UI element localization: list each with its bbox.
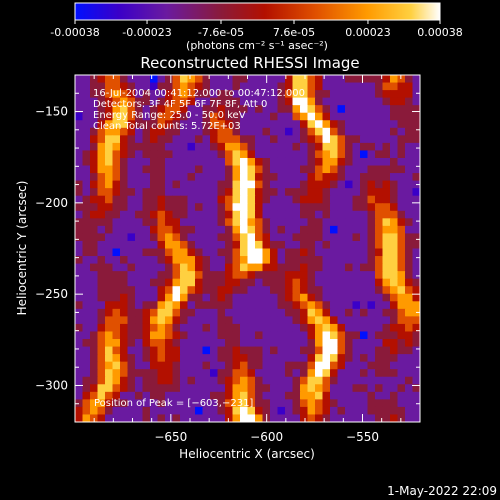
annotation-detectors: Detectors: 3F 4F 5F 6F 7F 8F, Att 0 [93, 99, 267, 110]
x-tick-label: −650 [154, 430, 187, 444]
annotation-energy-range: Energy Range: 25.0 - 50.0 keV [93, 110, 246, 121]
heatmap-image [75, 75, 420, 422]
peak-position-label: Position of Peak = [−603,−231] [94, 398, 253, 409]
colorbar-tick-label: 0.00023 [345, 26, 391, 39]
colorbar-ticks: -0.00038 -0.00023 -7.6e-05 7.6e-05 0.00023 0.… [50, 20, 463, 39]
annotation-block: 16-Jul-2004 00:41:12.000 to 00:47:12.000… [93, 88, 305, 132]
y-tick-label: −200 [35, 196, 68, 210]
y-tick-label: −300 [35, 378, 68, 392]
colorbar-tick-label: -7.6e-05 [198, 26, 244, 39]
colorbar: -0.00038 -0.00023 -7.6e-05 7.6e-05 0.00023 0.… [50, 2, 463, 52]
annotation-clean-counts: Clean Total counts: 5.72E+03 [93, 121, 241, 132]
x-tick-label: −600 [250, 430, 283, 444]
y-tick-label: −150 [35, 105, 68, 119]
colorbar-unit-label: (photons cm⁻² s⁻¹ asec⁻²) [186, 39, 328, 52]
colorbar-tick-label: 0.00038 [417, 26, 463, 39]
footer-timestamp: 1-May-2022 22:09 [387, 484, 497, 498]
y-axis-label: Heliocentric Y (arcsec) [15, 181, 29, 316]
chart-title: Reconstructed RHESSI Image [140, 54, 359, 72]
colorbar-tick-label: -0.00038 [50, 26, 99, 39]
colorbar-tick-label: -0.00023 [122, 26, 171, 39]
colorbar-gradient [74, 2, 441, 21]
y-tick-label: −250 [35, 287, 68, 301]
axis-ticks: −650 −600 −550 −150 −200 −250 −300 [35, 74, 421, 444]
x-axis-label: Heliocentric X (arcsec) [179, 447, 315, 461]
colorbar-tick-label: 7.6e-05 [273, 26, 315, 39]
x-tick-label: −550 [346, 430, 379, 444]
annotation-time-range: 16-Jul-2004 00:41:12.000 to 00:47:12.000 [93, 88, 305, 99]
